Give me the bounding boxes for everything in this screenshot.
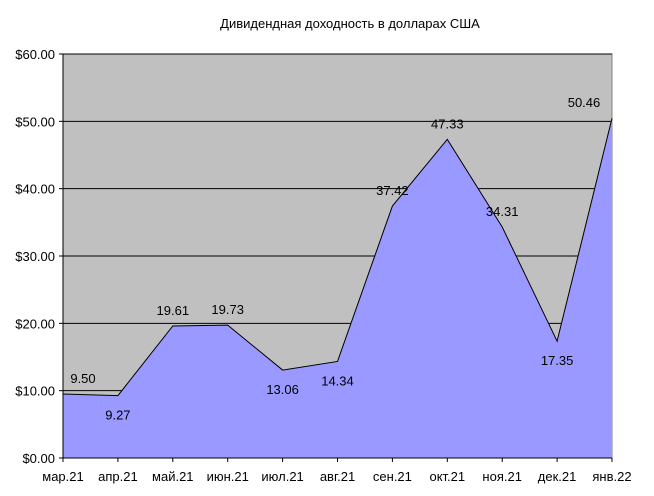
data-label: 9.27 <box>105 408 130 423</box>
x-tick-label: май.21 <box>152 469 194 484</box>
x-tick-label: ноя.21 <box>482 469 522 484</box>
y-tick-label: $50.00 <box>15 114 55 129</box>
y-tick-label: $20.00 <box>15 316 55 331</box>
y-tick-label: $60.00 <box>15 47 55 62</box>
data-label: 37.42 <box>376 183 409 198</box>
area-series <box>63 118 612 459</box>
data-labels: 9.50 9.27 19.61 19.73 13.06 14.34 37.42 47.33 34… <box>70 95 600 422</box>
x-tick-label: сен.21 <box>373 469 412 484</box>
data-label: 14.34 <box>321 373 354 388</box>
data-label: 19.73 <box>211 302 244 317</box>
y-tick-label: $30.00 <box>15 249 55 264</box>
chart-title: Дивидендная доходность в долларах США <box>220 16 480 31</box>
data-label: 34.31 <box>486 204 519 219</box>
x-tick-label: янв.22 <box>592 469 631 484</box>
x-tick-labels: мар.21 апр.21 май.21 июн.21 июл.21 авг.21 сен.… <box>42 458 632 484</box>
data-label: 19.61 <box>157 303 190 318</box>
data-label: 17.35 <box>541 353 574 368</box>
x-tick-label: мар.21 <box>42 469 83 484</box>
series-line <box>62 118 613 397</box>
y-tick-label: $40.00 <box>15 182 55 197</box>
y-tick-label: $10.00 <box>15 384 55 399</box>
x-tick-label: дек.21 <box>538 469 577 484</box>
x-tick-label: июн.21 <box>207 469 249 484</box>
x-tick-label: июл.21 <box>261 469 303 484</box>
y-tick-labels: $0.00 $10.00 $20.00 $30.00 $40.00 $50.00 $60.0… <box>15 47 63 466</box>
data-label: 13.06 <box>266 382 299 397</box>
data-label: 50.46 <box>568 95 601 110</box>
x-tick-label: авг.21 <box>320 469 355 484</box>
x-tick-label: окт.21 <box>429 469 465 484</box>
data-label: 9.50 <box>70 371 95 386</box>
x-tick-label: апр.21 <box>98 469 138 484</box>
y-tick-label: $0.00 <box>22 451 55 466</box>
data-label: 47.33 <box>431 116 464 131</box>
